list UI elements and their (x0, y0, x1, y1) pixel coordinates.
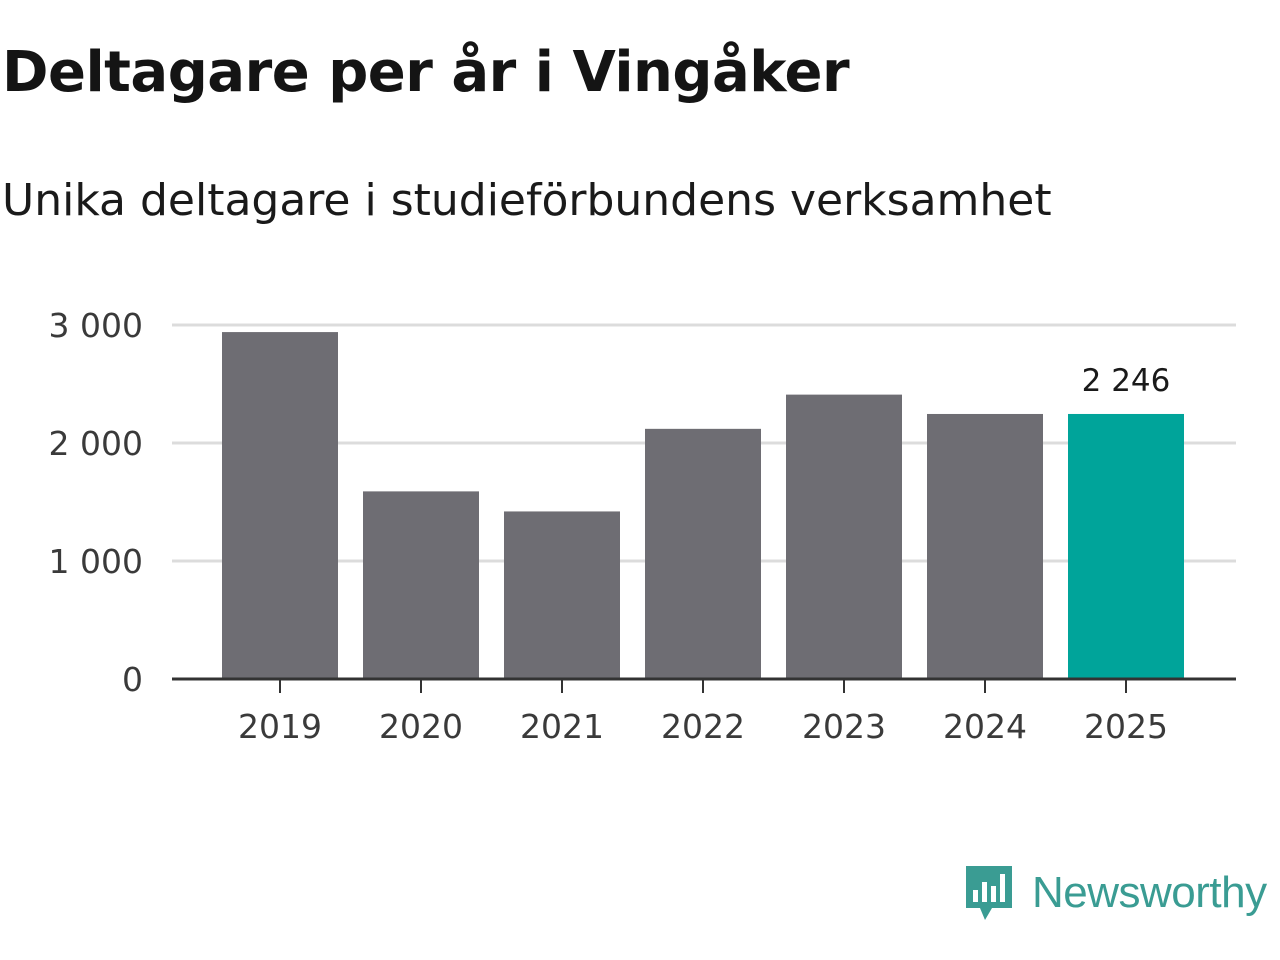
chart-subtitle: Unika deltagare i studieförbundens verks… (2, 175, 1052, 226)
y-tick-label-3000: 3 000 (49, 306, 143, 345)
x-tick-label-2023: 2023 (802, 707, 886, 746)
bar-2020 (363, 491, 479, 679)
x-tick-label-2022: 2022 (661, 707, 745, 746)
chart-title: Deltagare per år i Vingåker (2, 40, 850, 105)
newsworthy-chart-bubble-icon (966, 866, 1012, 920)
y-tick-label-2000: 2 000 (49, 424, 143, 463)
bar-2025 (1068, 413, 1184, 679)
bar-2019 (222, 332, 338, 679)
bar-2024 (927, 413, 1043, 679)
newsworthy-logo: Newsworthy (962, 862, 1267, 924)
y-tick-label-0: 0 (122, 660, 143, 699)
bar-2021 (504, 511, 620, 679)
y-tick-label-1000: 1 000 (49, 542, 143, 581)
data-label-2025: 2 246 (1082, 363, 1171, 399)
x-tick-label-2020: 2020 (379, 707, 463, 746)
x-tick-label-2021: 2021 (520, 707, 604, 746)
bar-2022 (645, 428, 761, 679)
x-tick-label-2019: 2019 (238, 707, 322, 746)
x-tick-label-2024: 2024 (943, 707, 1027, 746)
bar-2023 (786, 394, 902, 679)
x-tick-label-2025: 2025 (1084, 707, 1168, 746)
newsworthy-logo-text: Newsworthy (1032, 868, 1267, 917)
